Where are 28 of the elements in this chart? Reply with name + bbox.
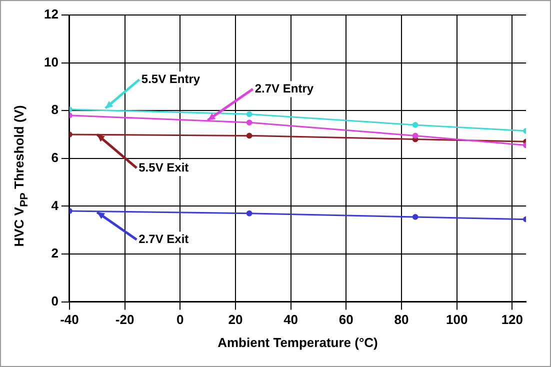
- x-tick-label: -40: [60, 312, 79, 328]
- text: 5.5V Exit: [138, 160, 189, 174]
- point: [246, 210, 252, 216]
- x-tick-label: 100: [446, 312, 468, 328]
- y-tick-label: 4: [51, 198, 60, 213]
- x-tick-label: 80: [394, 312, 409, 328]
- y-tick-label: 6: [51, 150, 58, 165]
- x-tick-label: 0: [176, 312, 184, 328]
- point: [412, 214, 418, 220]
- point: [412, 122, 418, 128]
- y-tick-label: 10: [44, 54, 58, 70]
- point: [246, 111, 252, 118]
- x-tick-label: 40: [284, 312, 298, 328]
- point: [246, 132, 252, 139]
- point: [412, 132, 418, 139]
- y-tick-label: 8: [51, 102, 58, 118]
- x-tick-label: -20: [115, 312, 134, 328]
- x-axis-title: Ambient Temperature (°C): [218, 334, 378, 350]
- text: 2.7V Entry: [254, 81, 314, 96]
- x-tick-label: 120: [501, 312, 524, 328]
- text: 5.5V Entry: [141, 72, 200, 86]
- point: [246, 120, 252, 126]
- x-tick-label: 20: [228, 312, 243, 328]
- y-tick-label: 0: [51, 293, 58, 308]
- series-label: 2.7V Exit: [138, 232, 189, 246]
- y-tick-label: 2: [51, 246, 58, 261]
- y-tick-label: 12: [44, 6, 58, 22]
- x-tick-label: 60: [338, 312, 354, 328]
